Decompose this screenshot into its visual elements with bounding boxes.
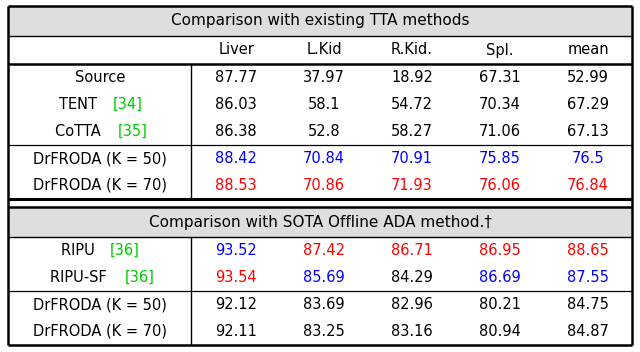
Text: 88.42: 88.42	[215, 151, 257, 166]
Text: Liver: Liver	[218, 43, 254, 57]
Text: 54.72: 54.72	[391, 97, 433, 112]
Text: DrFRODA (K = 50): DrFRODA (K = 50)	[33, 151, 167, 166]
Text: 87.55: 87.55	[567, 270, 609, 285]
Text: [34]: [34]	[113, 97, 143, 112]
Text: 83.25: 83.25	[303, 324, 345, 339]
Text: 80.94: 80.94	[479, 324, 521, 339]
Text: 82.96: 82.96	[391, 297, 433, 312]
Text: Source: Source	[75, 70, 125, 85]
Text: 76.84: 76.84	[567, 178, 609, 193]
Text: 52.99: 52.99	[567, 70, 609, 85]
Text: [35]: [35]	[118, 124, 148, 139]
Text: 84.75: 84.75	[567, 297, 609, 312]
Text: L.Kid: L.Kid	[307, 43, 342, 57]
Text: Spl.: Spl.	[486, 43, 514, 57]
Text: 86.38: 86.38	[215, 124, 257, 139]
Text: 67.31: 67.31	[479, 70, 521, 85]
Text: 85.69: 85.69	[303, 270, 345, 285]
Text: 71.06: 71.06	[479, 124, 521, 139]
Text: 67.13: 67.13	[567, 124, 609, 139]
Text: Comparison with SOTA Offline ADA method.†: Comparison with SOTA Offline ADA method.…	[148, 214, 492, 230]
Text: 58.1: 58.1	[308, 97, 340, 112]
Text: 92.12: 92.12	[215, 297, 257, 312]
Text: 88.53: 88.53	[215, 178, 257, 193]
Text: 88.65: 88.65	[567, 243, 609, 258]
Text: 87.77: 87.77	[215, 70, 257, 85]
Text: 18.92: 18.92	[391, 70, 433, 85]
Text: 75.85: 75.85	[479, 151, 521, 166]
Text: 84.87: 84.87	[567, 324, 609, 339]
Text: 86.95: 86.95	[479, 243, 521, 258]
Text: 86.03: 86.03	[215, 97, 257, 112]
Text: 83.69: 83.69	[303, 297, 345, 312]
Text: Comparison with existing TTA methods: Comparison with existing TTA methods	[171, 13, 469, 29]
Bar	[8, 207, 632, 237]
Text: 37.97: 37.97	[303, 70, 345, 85]
Text: 52.8: 52.8	[308, 124, 340, 139]
Text: DrFRODA (K = 70): DrFRODA (K = 70)	[33, 324, 167, 339]
Text: mean: mean	[567, 43, 609, 57]
Text: 70.86: 70.86	[303, 178, 345, 193]
Text: 87.42: 87.42	[303, 243, 345, 258]
Text: 93.52: 93.52	[215, 243, 257, 258]
Text: 80.21: 80.21	[479, 297, 521, 312]
Text: TENT: TENT	[60, 97, 102, 112]
Text: 71.93: 71.93	[391, 178, 433, 193]
Text: [36]: [36]	[110, 243, 140, 258]
Text: CoTTA: CoTTA	[56, 124, 106, 139]
Text: 93.54: 93.54	[215, 270, 257, 285]
Text: DrFRODA (K = 70): DrFRODA (K = 70)	[33, 178, 167, 193]
Text: 84.29: 84.29	[391, 270, 433, 285]
Text: 67.29: 67.29	[567, 97, 609, 112]
Text: 86.69: 86.69	[479, 270, 521, 285]
Text: [36]: [36]	[125, 270, 155, 285]
Text: R.Kid.: R.Kid.	[391, 43, 433, 57]
Bar	[8, 6, 632, 36]
Text: RIPU-SF: RIPU-SF	[50, 270, 111, 285]
Text: 70.34: 70.34	[479, 97, 521, 112]
Text: 76.06: 76.06	[479, 178, 521, 193]
Text: 76.5: 76.5	[572, 151, 604, 166]
Text: 92.11: 92.11	[215, 324, 257, 339]
Text: 70.84: 70.84	[303, 151, 345, 166]
Text: DrFRODA (K = 50): DrFRODA (K = 50)	[33, 297, 167, 312]
Text: 86.71: 86.71	[391, 243, 433, 258]
Text: 58.27: 58.27	[391, 124, 433, 139]
Text: RIPU: RIPU	[61, 243, 100, 258]
Text: 83.16: 83.16	[391, 324, 433, 339]
Text: 70.91: 70.91	[391, 151, 433, 166]
